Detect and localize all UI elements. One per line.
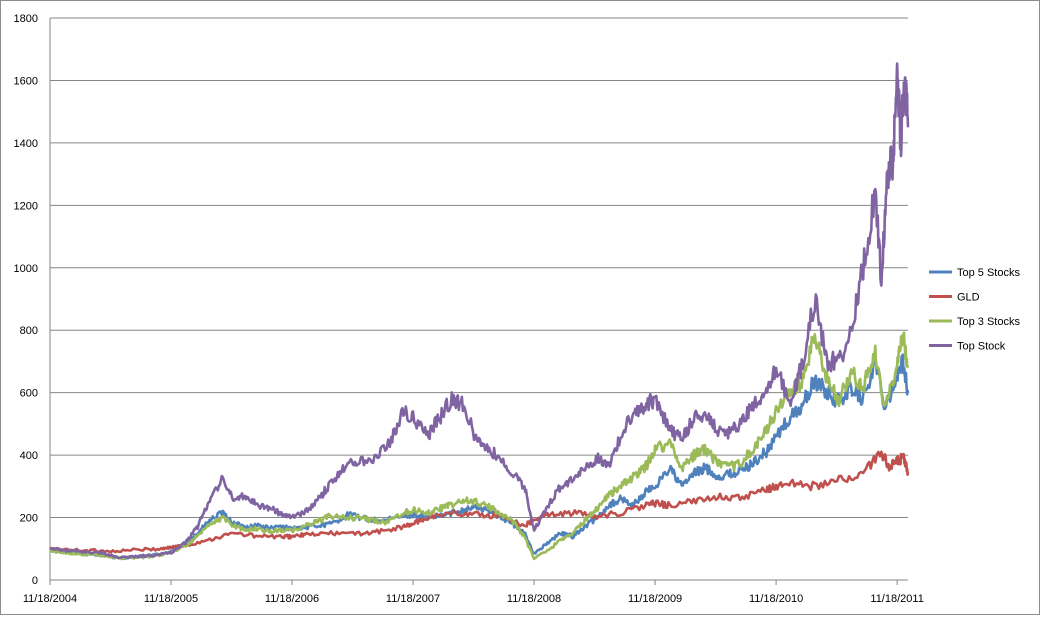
y-tick-label: 1800 <box>14 13 38 25</box>
y-axis-tick-labels: 0 200 400 600 800 1000 1200 1400 1600 1800 <box>14 13 38 587</box>
x-tick-label: 11/18/2010 <box>749 593 803 605</box>
y-tick-label: 1400 <box>14 138 38 150</box>
legend: Top 5 Stocks GLD Top 3 Stocks Top Stock <box>929 267 1020 353</box>
y-tick-label: 200 <box>20 513 38 525</box>
x-tick-label: 11/18/2011 <box>870 593 923 605</box>
x-tick-label: 11/18/2006 <box>265 593 319 605</box>
y-tick-label: 400 <box>20 450 38 462</box>
series-line-gld <box>49 450 910 554</box>
series-line-top-3-stocks <box>49 331 910 561</box>
y-tick-label: 1000 <box>14 263 38 275</box>
x-axis-tick-labels: 11/18/2004 11/18/2005 11/18/2006 11/18/2007… <box>23 593 924 605</box>
x-tick-label: 11/18/2004 <box>23 593 77 605</box>
y-tick-label: 1200 <box>14 200 38 212</box>
y-tick-label: 1600 <box>14 75 38 87</box>
x-tick-label: 11/18/2005 <box>144 593 198 605</box>
x-tick-label: 11/18/2008 <box>507 593 561 605</box>
gridlines <box>50 17 908 519</box>
x-tick-label: 11/18/2009 <box>628 593 682 605</box>
y-tick-label: 800 <box>20 325 38 337</box>
series-line-top-5-stocks <box>49 353 910 561</box>
y-tick-label: 0 <box>32 575 38 587</box>
legend-label: Top 3 Stocks <box>957 316 1020 328</box>
series-line-top-stock <box>49 62 910 560</box>
axes <box>49 18 908 585</box>
legend-label: Top 5 Stocks <box>957 267 1020 279</box>
legend-label: GLD <box>957 292 980 304</box>
series-lines <box>49 62 910 561</box>
y-tick-label: 600 <box>20 388 38 400</box>
x-tick-label: 11/18/2007 <box>386 593 440 605</box>
legend-label: Top Stock <box>957 341 1006 353</box>
